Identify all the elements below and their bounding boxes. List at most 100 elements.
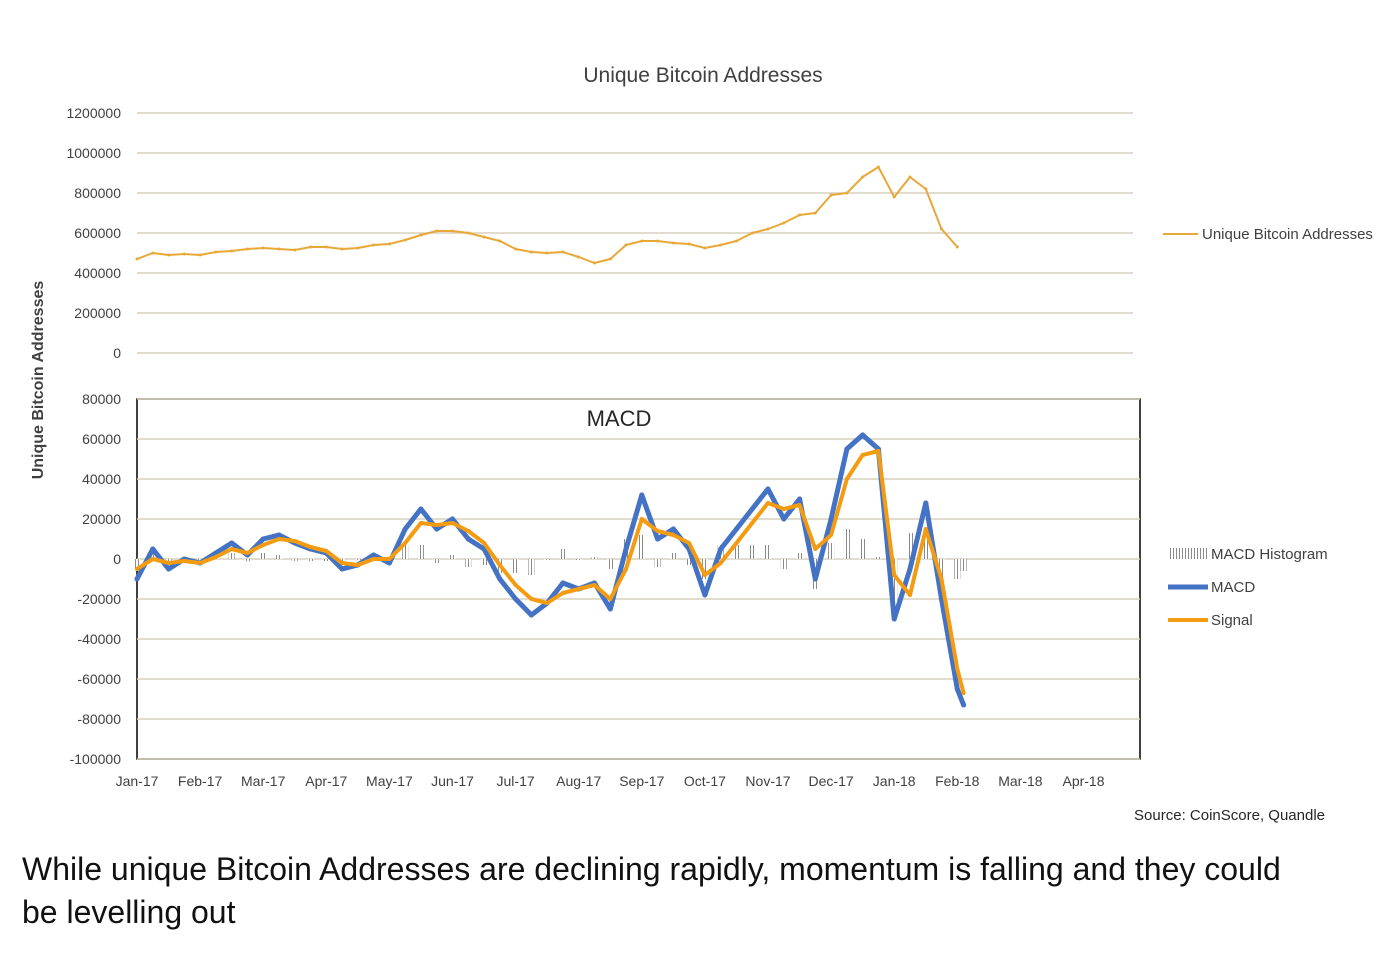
macd-point (670, 526, 676, 532)
unique-addresses-point (798, 213, 802, 217)
macd-histogram-bar (244, 559, 251, 561)
macd-point (891, 616, 897, 622)
unique-addresses-point (955, 245, 959, 249)
macd-chart-series (134, 432, 967, 708)
signal-point (135, 567, 139, 571)
signal-point (545, 601, 550, 605)
signal-point (955, 667, 960, 671)
macd-y-tick-label: 60000 (82, 431, 121, 447)
signal-line (135, 449, 966, 695)
unique-addresses-point (656, 239, 660, 243)
x-tick-label: Jun-17 (431, 773, 474, 789)
unique-addresses-point (735, 239, 738, 243)
x-tick-label: Nov-17 (745, 773, 790, 789)
macd-point (860, 432, 866, 438)
macd-histogram-bar (134, 559, 140, 569)
macd-histogram-bar (954, 559, 961, 579)
x-tick-label: May-17 (366, 773, 413, 789)
unique-addresses-point (845, 191, 849, 195)
signal-point (961, 691, 966, 695)
top-y-tick-label: 200000 (74, 305, 121, 321)
macd-point (939, 596, 944, 602)
x-tick-label: Dec-17 (809, 773, 854, 789)
top-y-tick-label: 0 (113, 345, 121, 361)
top-y-tick-label: 600000 (74, 225, 121, 241)
macd-histogram-bar (228, 553, 235, 559)
macd-histogram-bar (638, 535, 645, 559)
macd-histogram-bar (528, 559, 535, 575)
unique-addresses-point (387, 242, 391, 246)
legend-swatch-macd-histogram (1168, 548, 1208, 559)
macd-y-tick-label: -20000 (77, 591, 121, 607)
signal-point (702, 573, 707, 577)
top-y-tick-label: 1000000 (66, 145, 121, 161)
unique-addresses-point (593, 261, 596, 265)
macd-histogram-bar (907, 533, 913, 559)
x-tick-label: Jan-18 (873, 773, 916, 789)
macd-point (749, 506, 755, 512)
unique-addresses-point (514, 247, 518, 251)
x-tick-label: Oct-17 (684, 773, 726, 789)
macd-histogram-bar (544, 559, 551, 560)
unique-addresses-point (340, 247, 344, 251)
unique-addresses-point (861, 175, 865, 179)
unique-addresses-point (892, 195, 896, 199)
signal-point (797, 503, 802, 507)
signal-point (560, 591, 565, 595)
unique-addresses-point (482, 235, 486, 239)
macd-point (339, 566, 345, 572)
macd-histogram-bar (891, 559, 898, 603)
top-chart-y-tick-labels: 0 200000 400000 600000 800000 1000000 1200000 (66, 105, 121, 361)
macd-point (655, 536, 661, 542)
macd-histogram-bar (749, 545, 756, 559)
signal-point (923, 527, 928, 531)
macd-point (134, 576, 140, 582)
signal-point (592, 583, 597, 587)
macd-point (623, 546, 629, 552)
signal-point (387, 557, 392, 561)
signal-point (750, 521, 755, 525)
top-y-tick-label: 1200000 (66, 105, 121, 121)
signal-point (403, 541, 408, 545)
legend-label-unique-addresses: Unique Bitcoin Addresses (1202, 226, 1373, 243)
macd-point (765, 486, 771, 492)
macd-histogram-bar (591, 557, 598, 559)
signal-point (434, 523, 439, 527)
macd-point (465, 536, 471, 542)
macd-chart-title: MACD (587, 406, 652, 431)
macd-histogram-bar (307, 559, 314, 561)
unique-addresses-point (719, 243, 723, 247)
signal-point (450, 521, 455, 525)
macd-point (497, 576, 503, 582)
signal-point (355, 563, 360, 567)
macd-histogram-bar (512, 559, 519, 573)
unique-addresses-point (230, 249, 234, 253)
macd-histogram-bar (780, 559, 787, 569)
unique-addresses-point (640, 239, 644, 243)
x-tick-label: Feb-18 (935, 773, 980, 789)
macd-y-tick-label: -100000 (70, 751, 122, 767)
macd-y-tick-label: 40000 (82, 471, 121, 487)
macd-point (607, 606, 613, 612)
macd-point (386, 560, 392, 566)
macd-point (812, 576, 818, 582)
x-tick-label: Apr-17 (305, 773, 347, 789)
macd-histogram-bar (260, 553, 267, 559)
unique-addresses-point (451, 229, 454, 233)
macd-point (450, 516, 455, 522)
macd-histogram-bar (197, 559, 204, 560)
macd-point (781, 516, 787, 522)
macd-point (923, 500, 929, 506)
x-tick-label: Mar-18 (998, 773, 1043, 789)
unique-addresses-point (498, 239, 502, 243)
unique-addresses-point (435, 229, 439, 233)
y-axis-label: Unique Bitcoin Addresses (30, 281, 47, 480)
signal-point (829, 533, 834, 537)
signal-point (418, 521, 423, 525)
unique-addresses-point (214, 250, 218, 254)
macd-point (371, 552, 377, 558)
macd-point (639, 492, 645, 498)
unique-addresses-point (356, 246, 360, 250)
macd-point (513, 596, 519, 602)
macd-point (907, 566, 913, 572)
